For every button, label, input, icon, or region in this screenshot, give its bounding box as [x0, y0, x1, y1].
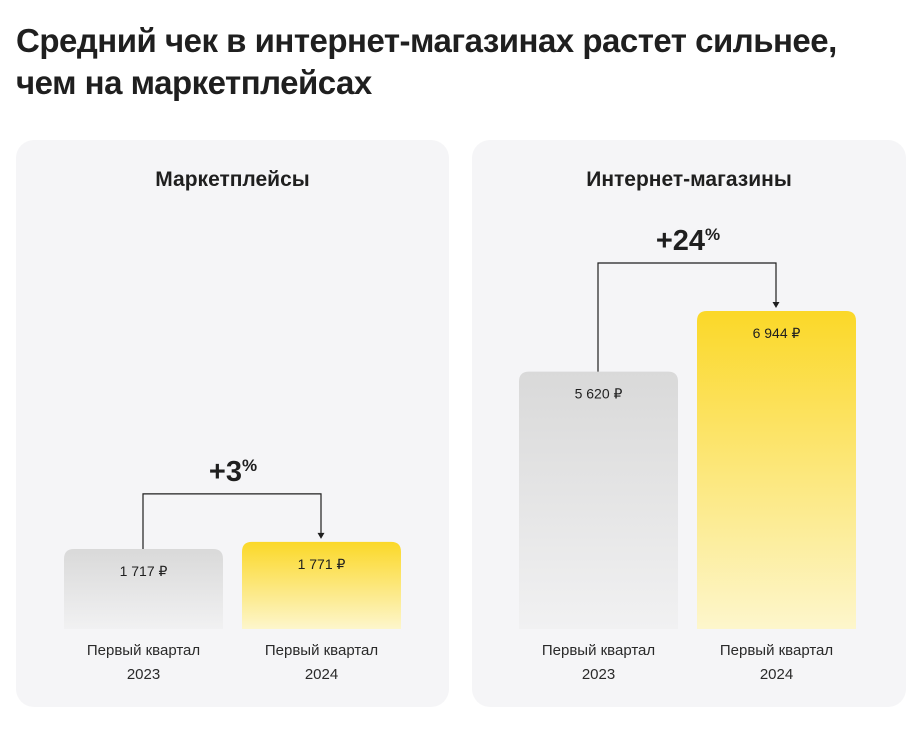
bar-2024 [697, 311, 856, 629]
bar-2024 [242, 541, 401, 629]
bar-2023 [64, 549, 223, 629]
arrow-down-icon [772, 302, 780, 308]
growth-label: +3% [209, 456, 257, 488]
category-label: Первый квартал [720, 642, 833, 659]
bar-value-label: 5 620 ₽ [575, 386, 623, 402]
page-title: Средний чек в интернет-магазинах растет … [16, 22, 837, 101]
bar-2023 [519, 371, 678, 629]
bar-value-label: 6 944 ₽ [753, 325, 801, 341]
category-label: Первый квартал [542, 642, 655, 659]
category-label: Первый квартал [87, 642, 200, 659]
category-label: 2024 [760, 666, 793, 683]
bar-chart-marketplaces: 1 717 ₽ Первый квартал 2023 1 771 ₽ Первый к… [64, 456, 401, 683]
chart-panel-marketplaces: Маркетплейсы 1 717 ₽ Первый квартал 2023 1 … [16, 140, 449, 707]
category-label: Первый квартал [265, 642, 378, 659]
bar-value-label: 1 717 ₽ [120, 563, 168, 579]
bar-value-label: 1 771 ₽ [298, 556, 346, 572]
growth-connector [597, 262, 777, 372]
chart-title: Интернет-магазины [586, 168, 792, 191]
growth-label: +24% [656, 225, 720, 257]
category-label: 2024 [305, 666, 338, 683]
chart-title: Маркетплейсы [155, 168, 310, 191]
bar-chart-online-stores: 5 620 ₽ Первый квартал 2023 6 944 ₽ Первый к… [519, 225, 856, 683]
category-label: 2023 [127, 666, 160, 683]
arrow-down-icon [317, 532, 325, 539]
growth-connector [142, 493, 322, 549]
chart-panel-online-stores: Интернет-магазины 5 620 ₽ Первый квартал 2… [472, 140, 906, 707]
category-label: 2023 [582, 666, 615, 683]
